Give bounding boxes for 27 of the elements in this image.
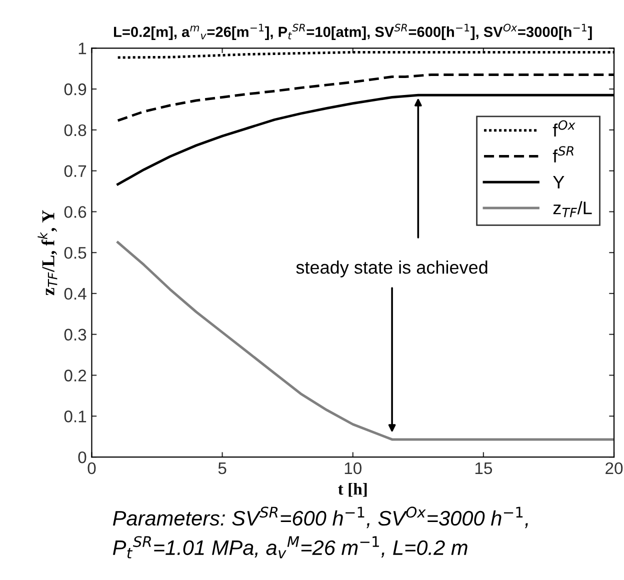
y-tick-label: 0.7 [64, 165, 86, 178]
legend-label: f$^{Ox}$ [552, 120, 576, 137]
y-tick-label: 0 [78, 451, 86, 464]
text: Parameters: SV$^{SR}$=600 h$^{−1}$, SV$^{Ox}$=3000 h$^{−1}$, [112, 506, 528, 528]
y-tick-label: 0.6 [64, 206, 86, 218]
x-tick-label: 20 [606, 462, 623, 474]
y-tick-label: 0.5 [64, 246, 86, 259]
line-series [116, 241, 614, 441]
legend-label: z$_{TF}$/L [553, 201, 592, 218]
annotation: steady state is achieved [296, 260, 488, 278]
y-tick-label: 0.1 [64, 410, 86, 422]
y-tick-label: 0.2 [64, 370, 86, 382]
y-tick-label: 0.8 [64, 124, 86, 136]
y-tick-label: 0.3 [64, 328, 86, 341]
legend-label: f$^{SR}$ [552, 146, 574, 162]
y-axis-title: z$_{TF}$/L, f$^{k}$, Y [38, 210, 58, 296]
x-tick-label: 10 [344, 462, 362, 474]
x-axis-title: t [h] [338, 482, 367, 497]
x-tick-label: 0 [88, 462, 96, 474]
y-tick-label: 0.9 [64, 83, 86, 96]
text: P$_{t}$$^{SR}$=1.01 MPa, a$_{v}$$^{M}$=26 m$^{−1}$, L=0.2 m [112, 536, 468, 558]
y-tick-label: 1 [78, 42, 86, 54]
chart-title: L=0.2[m], a$^{m}$$_{v}$=26[m$^{−1}$], P$_{t}$$^{SR}$=10[atm], SV$^{SR}$=600[h$^{−1}$], SV$^{Ox}$=3000[h$^{−1}$] [114, 24, 592, 40]
y-tick-label: 0.4 [64, 288, 86, 300]
legend-label: Y [553, 176, 564, 188]
x-tick-label: 5 [218, 462, 226, 474]
x-tick-label: 15 [475, 462, 492, 474]
